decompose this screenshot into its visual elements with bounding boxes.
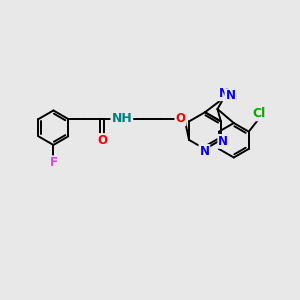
Text: F: F (50, 156, 57, 169)
Text: N: N (218, 135, 228, 148)
Text: O: O (97, 134, 107, 147)
Text: N: N (200, 145, 209, 158)
Text: Cl: Cl (253, 107, 266, 120)
Text: N: N (219, 87, 229, 100)
Text: O: O (176, 112, 185, 125)
Text: NH: NH (112, 112, 132, 125)
Text: N: N (226, 89, 236, 102)
